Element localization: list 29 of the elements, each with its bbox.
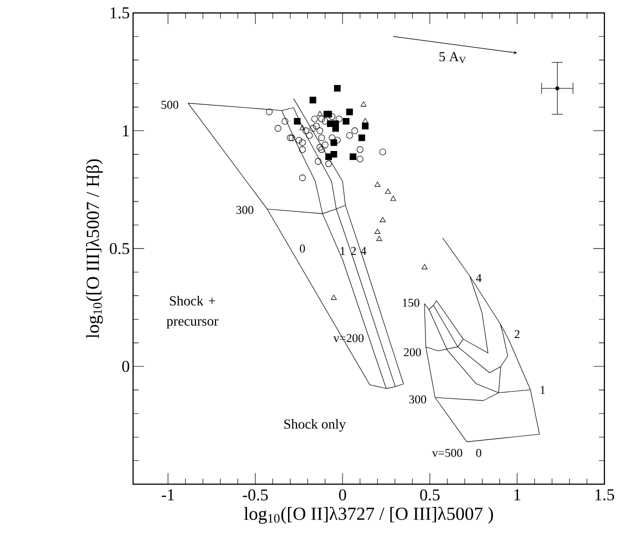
x-tick-label: 1	[514, 489, 520, 500]
y-tick-label: 0	[122, 360, 130, 372]
x-tick-label: 1.5	[596, 489, 614, 501]
annotation: 5 A$_{V}$	[439, 52, 466, 64]
annotation: 1	[540, 386, 545, 394]
annotation: 0	[300, 244, 305, 253]
y-tick-label: 0.5	[110, 243, 130, 254]
annotation: Shock + precursor	[166, 296, 218, 329]
x-tick-label: -1	[162, 489, 174, 500]
annotation: 200	[404, 348, 421, 356]
annotation: 2	[351, 247, 356, 255]
annotation: v=500	[432, 448, 462, 457]
annotation: 500	[161, 100, 178, 109]
annotation: 300	[236, 206, 254, 214]
annotation: 2	[514, 330, 520, 338]
y-tick-label: 1.5	[110, 7, 130, 19]
annotation: Shock only	[284, 419, 346, 432]
x-axis-title: log$_{10}$([O II]λ3727 / [O III]λ5007 )	[244, 506, 493, 524]
annotation: 0	[476, 448, 482, 457]
annotation: 4	[360, 247, 366, 255]
x-tick-label: -0.5	[242, 489, 268, 501]
y-tick-label: 1	[123, 125, 129, 136]
y-axis-title: log$_{10}$([O III]λ5007 / Hβ)	[86, 159, 103, 338]
annotation: 1	[340, 247, 345, 255]
x-tick-label: 0	[339, 489, 346, 501]
annotation: 300	[409, 395, 426, 404]
x-tick-label: 0.5	[420, 489, 440, 501]
annotation: 4	[476, 274, 482, 282]
annotation: 150	[402, 298, 420, 307]
